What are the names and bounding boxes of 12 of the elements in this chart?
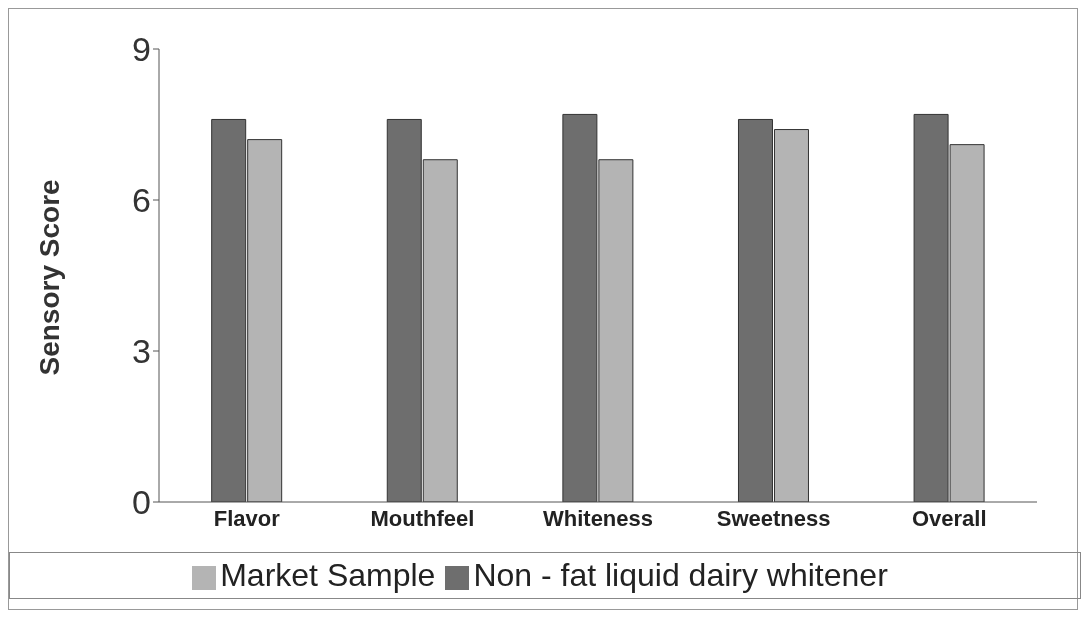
y-tick-label: 6 — [132, 181, 151, 220]
x-tick-label: Sweetness — [716, 505, 831, 531]
x-tick-label: Mouthfeel — [370, 505, 475, 531]
y-tick-label: 9 — [132, 30, 151, 69]
x-tick-label: Whiteness — [542, 505, 654, 531]
y-tick-label: 0 — [132, 483, 151, 522]
legend-label: Market Sample — [220, 557, 436, 593]
legend-label: Non - fat liquid dairy whitener — [473, 557, 888, 593]
x-tick-label: Overall — [911, 505, 987, 531]
y-axis-title: Sensory Score — [33, 179, 65, 376]
x-tick-label: Flavor — [213, 505, 281, 531]
y-tick-label: 3 — [132, 332, 151, 371]
